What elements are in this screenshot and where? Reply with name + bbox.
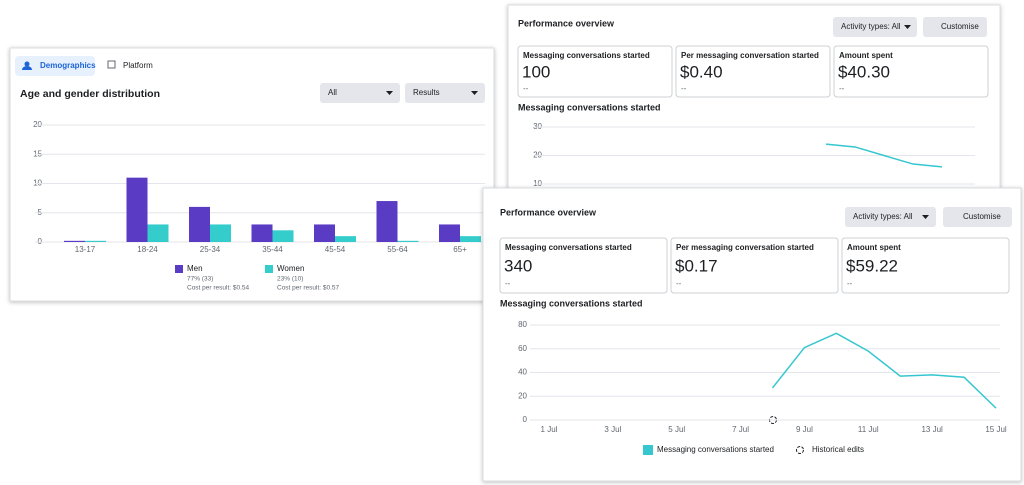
metric-delta: --	[847, 279, 853, 288]
y-tick-label: 80	[518, 320, 527, 329]
legend-swatch	[265, 265, 273, 273]
dropdown[interactable]	[405, 83, 485, 103]
metric-box	[841, 237, 1010, 294]
y-tick-label: 20	[518, 391, 527, 400]
legend-swatch	[643, 445, 653, 455]
bar	[335, 236, 356, 242]
x-tick-label: 13-17	[75, 245, 96, 254]
legend-detail: 23% (10)	[277, 276, 303, 283]
line	[771, 332, 997, 409]
button-label: Customise	[941, 22, 979, 31]
x-tick-label: 11 Jul	[858, 425, 879, 434]
activity-button[interactable]	[845, 207, 936, 227]
metric-label: Per messaging conversation started	[681, 51, 819, 60]
metric-box	[833, 45, 989, 98]
x-tick-label: 3 Jul	[604, 425, 621, 434]
edit-icon	[796, 446, 804, 454]
legend-swatch	[175, 265, 183, 273]
panel-title: Performance overview	[500, 207, 597, 217]
tab[interactable]: Platform	[123, 61, 153, 70]
metric-label: Messaging conversations started	[505, 243, 632, 252]
metric-label: Messaging conversations started	[523, 51, 650, 60]
metric-delta: --	[505, 279, 511, 288]
x-tick-label: 35-44	[262, 245, 283, 254]
metric-box	[670, 237, 839, 294]
overview-back: Performance overview Activity types: All…	[507, 4, 1001, 190]
customise-button[interactable]	[923, 17, 987, 37]
metric-value: $40.30	[838, 62, 890, 81]
button-label: Activity types: All	[841, 22, 901, 31]
x-tick-label: 1 Jul	[541, 425, 558, 434]
overview-front: Performance overview Activity types: All…	[482, 187, 1022, 482]
bar	[210, 224, 231, 242]
bar	[147, 224, 169, 242]
button-label: Activity types: All	[853, 212, 913, 221]
x-tick-label: 25-34	[200, 245, 221, 254]
metric-label: Amount spent	[839, 51, 893, 60]
legend-label: Men	[187, 264, 203, 273]
metric-label: Per messaging conversation started	[676, 243, 814, 252]
activity-button[interactable]	[833, 17, 917, 37]
legend-label: Women	[277, 264, 304, 273]
bar	[314, 224, 335, 242]
bar	[251, 224, 273, 242]
x-tick-label: 55-64	[387, 245, 408, 254]
chart-title: Messaging conversations started	[518, 102, 661, 112]
bar	[376, 201, 398, 242]
x-tick-label: 13 Jul	[921, 425, 943, 434]
bar	[189, 206, 210, 242]
x-tick-label: 18-24	[137, 245, 158, 254]
x-tick-label: 7 Jul	[732, 425, 749, 434]
dropdown-label: Results	[413, 88, 440, 97]
legend-detail: Cost per result: $0.54	[187, 285, 250, 292]
metric-value: $59.22	[846, 256, 898, 275]
x-tick-label: 15 Jul	[985, 425, 1007, 434]
bar	[272, 230, 294, 242]
legend-label: Messaging conversations started	[657, 445, 774, 454]
line	[825, 143, 943, 168]
metric-label: Amount spent	[847, 243, 901, 252]
customise-button[interactable]	[943, 207, 1012, 227]
tab-active[interactable]	[15, 56, 95, 76]
demographics-card: Demographics Platform Age and gender dis…	[9, 47, 495, 302]
metric-delta: --	[523, 84, 529, 93]
x-tick-label: 65+	[453, 245, 467, 254]
metric-value: 100	[522, 62, 550, 81]
tab[interactable]: Demographics	[40, 61, 96, 70]
panel-title: Performance overview	[518, 18, 615, 28]
bar	[64, 240, 85, 242]
bar	[85, 240, 106, 242]
metric-value: $0.17	[675, 256, 718, 275]
y-tick-label: 0	[523, 415, 528, 424]
metric-delta: --	[676, 279, 682, 288]
bar	[397, 240, 419, 242]
legend-detail: Cost per result: $0.57	[277, 285, 340, 292]
x-tick-label: 5 Jul	[668, 425, 685, 434]
metric-box	[517, 45, 673, 98]
metric-value: $0.40	[680, 62, 723, 81]
dropdown[interactable]	[320, 83, 400, 103]
y-tick-label: 40	[518, 368, 527, 377]
button-label: Customise	[963, 212, 1001, 221]
metric-value: 340	[504, 256, 532, 275]
card-title: Age and gender distribution	[20, 88, 160, 100]
bar	[439, 224, 460, 242]
legend-label: Historical edits	[812, 445, 864, 454]
y-tick-label: 60	[518, 344, 527, 353]
metric-delta: --	[681, 84, 687, 93]
metric-box	[675, 45, 831, 98]
metric-box	[499, 237, 668, 294]
bar	[460, 236, 481, 242]
x-tick-label: 45-54	[325, 245, 346, 254]
dropdown-label: All	[328, 88, 337, 97]
bar	[126, 177, 148, 242]
chart-title: Messaging conversations started	[500, 298, 643, 308]
metric-delta: --	[839, 84, 845, 93]
legend-detail: 77% (33)	[187, 276, 213, 283]
x-tick-label: 9 Jul	[796, 425, 813, 434]
